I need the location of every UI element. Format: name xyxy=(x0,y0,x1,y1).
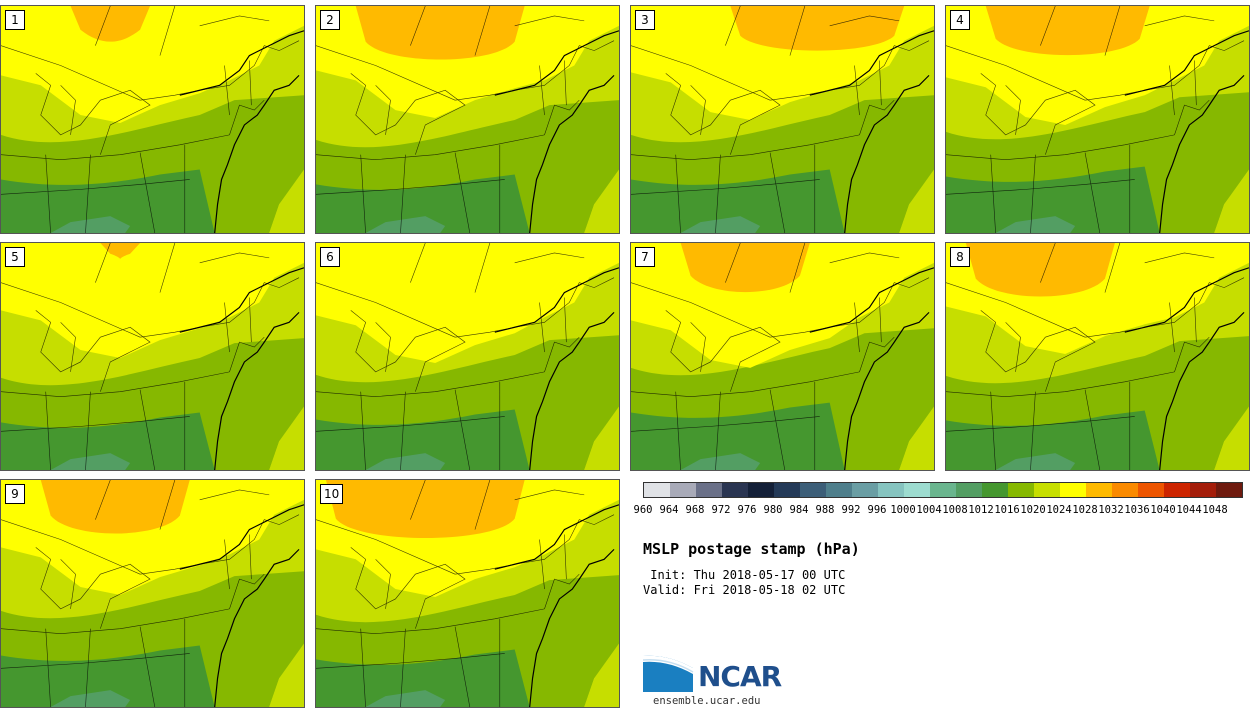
colorbar-tick-label: 968 xyxy=(685,504,705,516)
colorbar-cell xyxy=(644,483,670,497)
colorbar-tick-label: 996 xyxy=(867,504,887,516)
colorbar-cell xyxy=(722,483,748,497)
colorbar-cell xyxy=(878,483,904,497)
colorbar-tick-label: 1020 xyxy=(1020,504,1046,516)
colorbar-cell xyxy=(956,483,982,497)
colorbar-cell xyxy=(1086,483,1112,497)
stamp-number-label: 7 xyxy=(635,247,655,267)
stamp-map-2[interactable]: 2 xyxy=(315,5,620,234)
colorbar-tick-label: 988 xyxy=(815,504,835,516)
colorbar-cell xyxy=(826,483,852,497)
colorbar-cell xyxy=(774,483,800,497)
ncar-logo-icon[interactable] xyxy=(643,652,791,696)
colorbar-cell xyxy=(748,483,774,497)
colorbar-cell xyxy=(696,483,722,497)
colorbar-cell xyxy=(930,483,956,497)
colorbar-tick-label: 1028 xyxy=(1072,504,1098,516)
init-time: Init: Thu 2018-05-17 00 UTC xyxy=(643,568,846,582)
colorbar-tick-label: 984 xyxy=(789,504,809,516)
stamp-map-7[interactable]: 7 xyxy=(630,242,935,471)
stamp-number-label: 2 xyxy=(320,10,340,30)
colorbar-tick-label: 1040 xyxy=(1150,504,1176,516)
colorbar-tick-label: 1024 xyxy=(1046,504,1072,516)
colorbar-cell xyxy=(670,483,696,497)
stamp-number-label: 4 xyxy=(950,10,970,30)
colorbar-tick-label: 1044 xyxy=(1176,504,1202,516)
colorbar-tick-label: 1012 xyxy=(968,504,994,516)
colorbar-tick-label: 972 xyxy=(711,504,731,516)
stamp-number-label: 6 xyxy=(320,247,340,267)
stamp-map-10[interactable]: 10 xyxy=(315,479,620,708)
colorbar-cell xyxy=(904,483,930,497)
colorbar-tick-label: 1036 xyxy=(1124,504,1150,516)
colorbar-tick-label: 960 xyxy=(633,504,653,516)
colorbar-tick-label: 980 xyxy=(763,504,783,516)
colorbar-cell xyxy=(1034,483,1060,497)
colorbar-cell xyxy=(1138,483,1164,497)
ncar-logo-text: NCAR xyxy=(698,660,782,693)
colorbar-tick-label: 1048 xyxy=(1202,504,1228,516)
chart-title: MSLP postage stamp (hPa) xyxy=(643,540,860,558)
stamp-map-6[interactable]: 6 xyxy=(315,242,620,471)
colorbar-cell xyxy=(1060,483,1086,497)
colorbar-cell xyxy=(1008,483,1034,497)
colorbar-cell xyxy=(800,483,826,497)
colorbar-tick-label: 1004 xyxy=(916,504,942,516)
stamp-map-1[interactable]: 1 xyxy=(0,5,305,234)
colorbar-cell xyxy=(1190,483,1216,497)
stamp-map-5[interactable]: 5 xyxy=(0,242,305,471)
stamp-number-label: 3 xyxy=(635,10,655,30)
logo-url[interactable]: ensemble.ucar.edu xyxy=(653,695,761,707)
stamp-number-label: 9 xyxy=(5,484,25,504)
stamp-map-4[interactable]: 4 xyxy=(945,5,1250,234)
colorbar-tick-label: 1016 xyxy=(994,504,1020,516)
colorbar-tick-label: 1032 xyxy=(1098,504,1124,516)
colorbar-tick-label: 1008 xyxy=(942,504,968,516)
colorbar xyxy=(643,482,1243,498)
colorbar-tick-label: 964 xyxy=(659,504,679,516)
stamp-map-9[interactable]: 9 xyxy=(0,479,305,708)
colorbar-cell xyxy=(1112,483,1138,497)
colorbar-tick-label: 976 xyxy=(737,504,757,516)
colorbar-tick-label: 992 xyxy=(841,504,861,516)
colorbar-tick-label: 1000 xyxy=(890,504,916,516)
colorbar-cell xyxy=(852,483,878,497)
stamp-map-8[interactable]: 8 xyxy=(945,242,1250,471)
valid-time: Valid: Fri 2018-05-18 02 UTC xyxy=(643,583,846,597)
colorbar-cell xyxy=(1164,483,1190,497)
colorbar-cell xyxy=(982,483,1008,497)
stamp-number-label: 10 xyxy=(320,484,344,504)
stamp-number-label: 1 xyxy=(5,10,25,30)
stamp-number-label: 5 xyxy=(5,247,25,267)
colorbar-cell xyxy=(1216,483,1242,497)
stamp-number-label: 8 xyxy=(950,247,970,267)
stamp-map-3[interactable]: 3 xyxy=(630,5,935,234)
